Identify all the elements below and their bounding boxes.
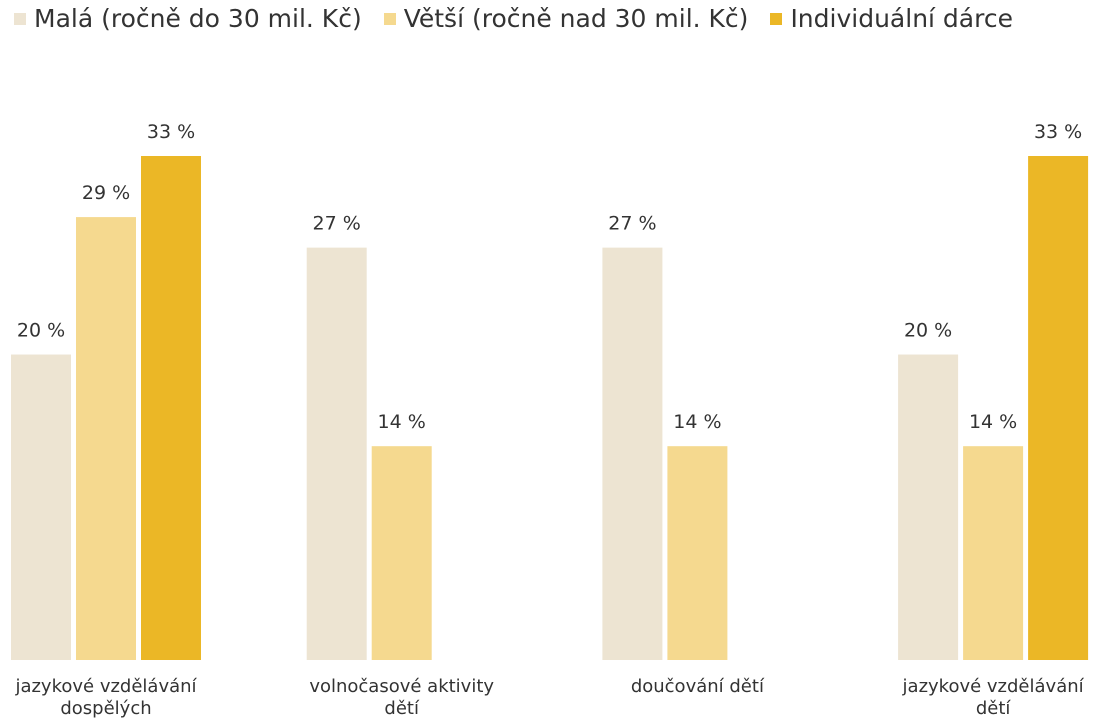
data-label: 29 % bbox=[82, 182, 130, 204]
bar bbox=[371, 446, 432, 660]
bar bbox=[306, 247, 367, 661]
legend-swatch bbox=[770, 12, 783, 25]
legend-swatch bbox=[14, 12, 26, 25]
data-label: 14 % bbox=[969, 411, 1017, 433]
bar bbox=[11, 354, 71, 660]
bar bbox=[1028, 156, 1089, 660]
bar bbox=[667, 446, 728, 660]
x-tick-label: doučování dětí bbox=[630, 676, 764, 697]
bar bbox=[963, 446, 1024, 660]
data-label: 27 % bbox=[608, 213, 656, 235]
data-label: 14 % bbox=[673, 411, 721, 433]
bar bbox=[76, 217, 136, 660]
legend-label: Malá (ročně do 30 mil. Kč) bbox=[34, 4, 362, 33]
legend: Malá (ročně do 30 mil. Kč) Větší (ročně n… bbox=[14, 4, 1013, 33]
data-label: 33 % bbox=[1034, 121, 1082, 143]
bar bbox=[898, 354, 959, 660]
legend-label: Větší (ročně nad 30 mil. Kč) bbox=[403, 4, 749, 33]
bar bbox=[141, 156, 201, 660]
legend-item: Větší (ročně nad 30 mil. Kč) bbox=[383, 4, 749, 33]
x-tick-label: jazykové vzdělávání dětí bbox=[902, 676, 1084, 719]
legend-swatch bbox=[383, 12, 396, 25]
x-tick-label: jazykové vzdělávání dospělých bbox=[15, 676, 197, 719]
x-tick-label: volnočasové aktivity dětí bbox=[309, 676, 495, 719]
legend-label: Individuální dárce bbox=[790, 4, 1013, 33]
legend-item: Individuální dárce bbox=[770, 4, 1013, 33]
data-label: 20 % bbox=[904, 320, 952, 342]
legend-item: Malá (ročně do 30 mil. Kč) bbox=[14, 4, 362, 33]
data-label: 27 % bbox=[313, 213, 361, 235]
data-label: 14 % bbox=[378, 411, 426, 433]
data-label: 20 % bbox=[17, 320, 65, 342]
bar bbox=[602, 247, 663, 661]
data-label: 33 % bbox=[147, 121, 195, 143]
